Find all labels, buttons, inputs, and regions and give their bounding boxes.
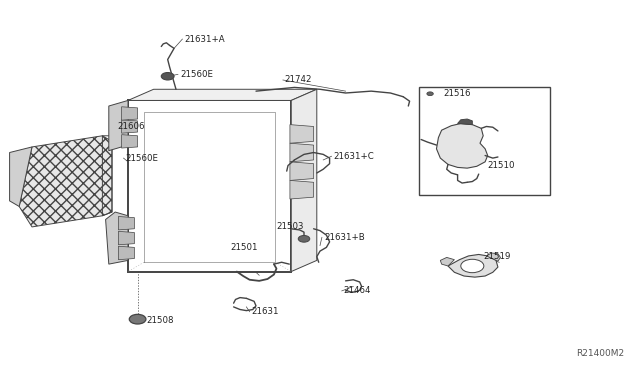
Text: 21503: 21503 bbox=[276, 222, 304, 231]
Text: 21606: 21606 bbox=[117, 122, 145, 131]
Polygon shape bbox=[128, 100, 291, 272]
Polygon shape bbox=[118, 231, 134, 245]
Polygon shape bbox=[290, 180, 314, 199]
Polygon shape bbox=[122, 135, 138, 148]
Text: 21560E: 21560E bbox=[180, 70, 214, 79]
Polygon shape bbox=[118, 246, 134, 260]
Text: 21631+B: 21631+B bbox=[324, 233, 365, 242]
Polygon shape bbox=[486, 253, 500, 261]
Polygon shape bbox=[448, 254, 498, 277]
Polygon shape bbox=[440, 257, 454, 266]
Text: 21631+C: 21631+C bbox=[333, 152, 374, 161]
Polygon shape bbox=[122, 120, 138, 133]
Circle shape bbox=[161, 73, 174, 80]
Polygon shape bbox=[291, 89, 317, 272]
Text: 21501: 21501 bbox=[230, 243, 258, 252]
Bar bbox=[419, 87, 550, 195]
Polygon shape bbox=[118, 217, 134, 230]
Polygon shape bbox=[458, 119, 472, 125]
Polygon shape bbox=[290, 143, 314, 162]
Circle shape bbox=[461, 259, 484, 273]
Text: 21508: 21508 bbox=[146, 316, 173, 325]
Text: 21516: 21516 bbox=[443, 89, 470, 98]
Circle shape bbox=[129, 314, 146, 324]
Polygon shape bbox=[290, 125, 314, 143]
Polygon shape bbox=[106, 212, 128, 264]
Text: 21510: 21510 bbox=[488, 161, 515, 170]
Polygon shape bbox=[290, 162, 314, 180]
Polygon shape bbox=[109, 100, 128, 151]
Text: 21560E: 21560E bbox=[125, 154, 159, 163]
Text: 21519: 21519 bbox=[484, 252, 511, 261]
Text: 21631+A: 21631+A bbox=[184, 35, 225, 44]
Text: 21742: 21742 bbox=[285, 76, 312, 84]
Polygon shape bbox=[128, 89, 317, 100]
Text: 21631: 21631 bbox=[252, 307, 279, 316]
Polygon shape bbox=[436, 124, 488, 168]
Polygon shape bbox=[122, 107, 138, 120]
Text: R21400M2: R21400M2 bbox=[576, 349, 624, 358]
Circle shape bbox=[298, 235, 310, 242]
Polygon shape bbox=[10, 147, 32, 206]
Circle shape bbox=[427, 92, 433, 96]
Polygon shape bbox=[19, 136, 112, 227]
Text: 21464: 21464 bbox=[344, 286, 371, 295]
